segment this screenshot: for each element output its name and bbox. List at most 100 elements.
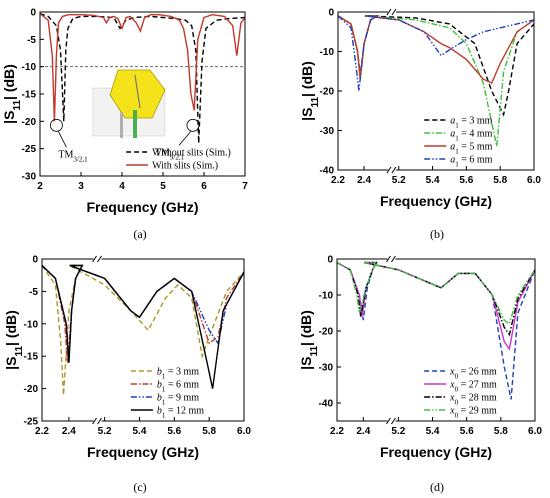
- axis-break-gap: [387, 418, 396, 424]
- x-tick-label: 2.4: [356, 426, 370, 437]
- plot-frame: [336, 258, 536, 422]
- series-line-1: [337, 261, 535, 400]
- axis-break-mark: [97, 255, 102, 263]
- y-tick-label: -10: [24, 319, 39, 330]
- axis-break-mark: [386, 166, 392, 174]
- axis-break-mark: [386, 8, 392, 16]
- series-line-3: [337, 261, 535, 337]
- x-tick-label: 5.2: [392, 175, 406, 186]
- series-line-3: [42, 264, 244, 363]
- axis-break-gap: [387, 9, 396, 15]
- plot-frame: [41, 258, 245, 422]
- y-tick-label: -10: [22, 62, 37, 73]
- y-axis-label: |S11| (dB): [3, 310, 25, 370]
- x-tick-label: 5.2: [98, 426, 112, 437]
- panel-caption: (a): [133, 227, 146, 241]
- axis-break-mark: [391, 255, 396, 263]
- legend-entry-2: b1 = 6 mm: [157, 380, 199, 394]
- x-tick-label: 5.8: [493, 175, 507, 186]
- resonance-marker: [50, 118, 63, 132]
- axis-break-gap: [93, 418, 102, 424]
- x-tick-label: 5.4: [426, 175, 440, 186]
- x-tick-label: 6: [201, 181, 207, 192]
- panel-caption: (d): [430, 480, 444, 494]
- x-axis-label: Frequency (GHz): [86, 199, 198, 215]
- legend-entry-3: a1 = 5 mm: [450, 142, 492, 156]
- y-tick-label: -30: [319, 363, 334, 374]
- annotation-arrow: [178, 131, 192, 146]
- axis-break-gap: [387, 167, 396, 173]
- y-tick-label: -10: [320, 47, 335, 58]
- panel-caption: (c): [133, 480, 146, 494]
- y-tick-label: -20: [320, 87, 335, 98]
- axis-break-mark: [391, 166, 397, 174]
- y-tick-label: 0: [30, 8, 36, 19]
- legend-entry-3: x0 = 28 mm: [449, 393, 497, 407]
- series-line-1: [42, 264, 244, 396]
- annotation-arrow: [58, 131, 67, 148]
- series-line-4: [42, 264, 244, 389]
- axis-break-mark: [386, 417, 391, 425]
- y-tick-label: -5: [29, 287, 38, 298]
- x-tick-label: 5.8: [202, 426, 216, 437]
- legend-entry-2: With slits (Sim.): [152, 161, 218, 172]
- x-tick-label: 7: [242, 181, 248, 192]
- axis-break-mark: [92, 255, 97, 263]
- axis-break-gap: [387, 256, 396, 262]
- y-tick-label: 0: [32, 255, 38, 266]
- y-tick-label: -20: [319, 327, 334, 338]
- x-tick-label: 2.4: [62, 426, 76, 437]
- inset-feed: [133, 110, 137, 138]
- y-tick-label: -5: [27, 35, 36, 46]
- y-axis-label: |S11| (dB): [298, 310, 320, 370]
- legend-entry-4: x0 = 29 mm: [449, 406, 497, 420]
- x-axis-label: Frequency (GHz): [87, 444, 199, 460]
- x-tick-label: 2.2: [331, 175, 345, 186]
- x-tick-label: 5.6: [167, 426, 181, 437]
- legend-entry-1: b1 = 3 mm: [157, 367, 199, 381]
- legend-entry-3: b1 = 9 mm: [157, 393, 199, 407]
- antenna-inset-illustration: [92, 69, 166, 138]
- axis-break-gap: [93, 256, 102, 262]
- legend-entry-2: x0 = 27 mm: [449, 380, 497, 394]
- x-tick-label: 4: [119, 181, 125, 192]
- resonance-marker: [186, 118, 200, 132]
- legend-entry-4: a1 = 6 mm: [450, 155, 492, 169]
- chart-panel-d: 2.2 2.4 5.2 5.4 5.6 5.8 6.0 0 -10 -20 -30 -40 Freque…: [298, 255, 542, 495]
- axis-break-mark: [386, 255, 391, 263]
- x-tick-label: 6.0: [528, 426, 542, 437]
- y-tick-label: -20: [24, 384, 39, 395]
- legend-entry-1: a1 = 3 mm: [450, 116, 492, 130]
- y-tick-label: -25: [24, 417, 39, 428]
- x-tick-label: 5.4: [426, 426, 440, 437]
- series-line-1: [338, 15, 534, 117]
- chart-panel-c: 2.2 2.4 5.2 5.4 5.6 5.8 6.0 0 -5 -10 -15 -20 -25 Freq…: [3, 255, 251, 495]
- x-tick-label: 5.8: [494, 426, 508, 437]
- x-tick-label: 5.4: [133, 426, 147, 437]
- y-tick-label: -30: [22, 172, 37, 183]
- axis-break-mark: [391, 417, 396, 425]
- y-tick-label: -15: [22, 90, 37, 101]
- x-tick-label: 2.2: [330, 426, 344, 437]
- y-tick-label: -40: [320, 166, 335, 177]
- y-tick-label: -10: [319, 291, 334, 302]
- y-tick-label: -15: [24, 352, 39, 363]
- series-line-2: [42, 264, 244, 363]
- legend-entry-1: x0 = 26 mm: [449, 367, 497, 381]
- axis-break-mark: [391, 8, 397, 16]
- x-tick-label: 6.0: [527, 175, 541, 186]
- chart-panel-a: 2 3 4 5 6 7 0 -5 -10 -15 -20 -25 -30 Frequency (GHz) |…: [1, 8, 248, 242]
- x-axis-label: Frequency (GHz): [380, 193, 492, 209]
- y-tick-label: 0: [327, 255, 333, 266]
- y-tick-label: -20: [22, 117, 37, 128]
- series-line-2: [40, 13, 245, 122]
- y-tick-label: -40: [319, 399, 334, 410]
- x-tick-label: 5: [160, 181, 166, 192]
- mode-annotation-1: TM3/2,1: [58, 149, 88, 163]
- inset-slit: [134, 74, 141, 109]
- series-line-2: [338, 15, 534, 147]
- y-axis-label: |S11| (dB): [299, 61, 321, 121]
- x-tick-label: 5.6: [459, 175, 473, 186]
- mode-annotation-2: TM9/2,1: [155, 147, 185, 161]
- legend-entry-1: Without slits (Sim.): [152, 148, 231, 159]
